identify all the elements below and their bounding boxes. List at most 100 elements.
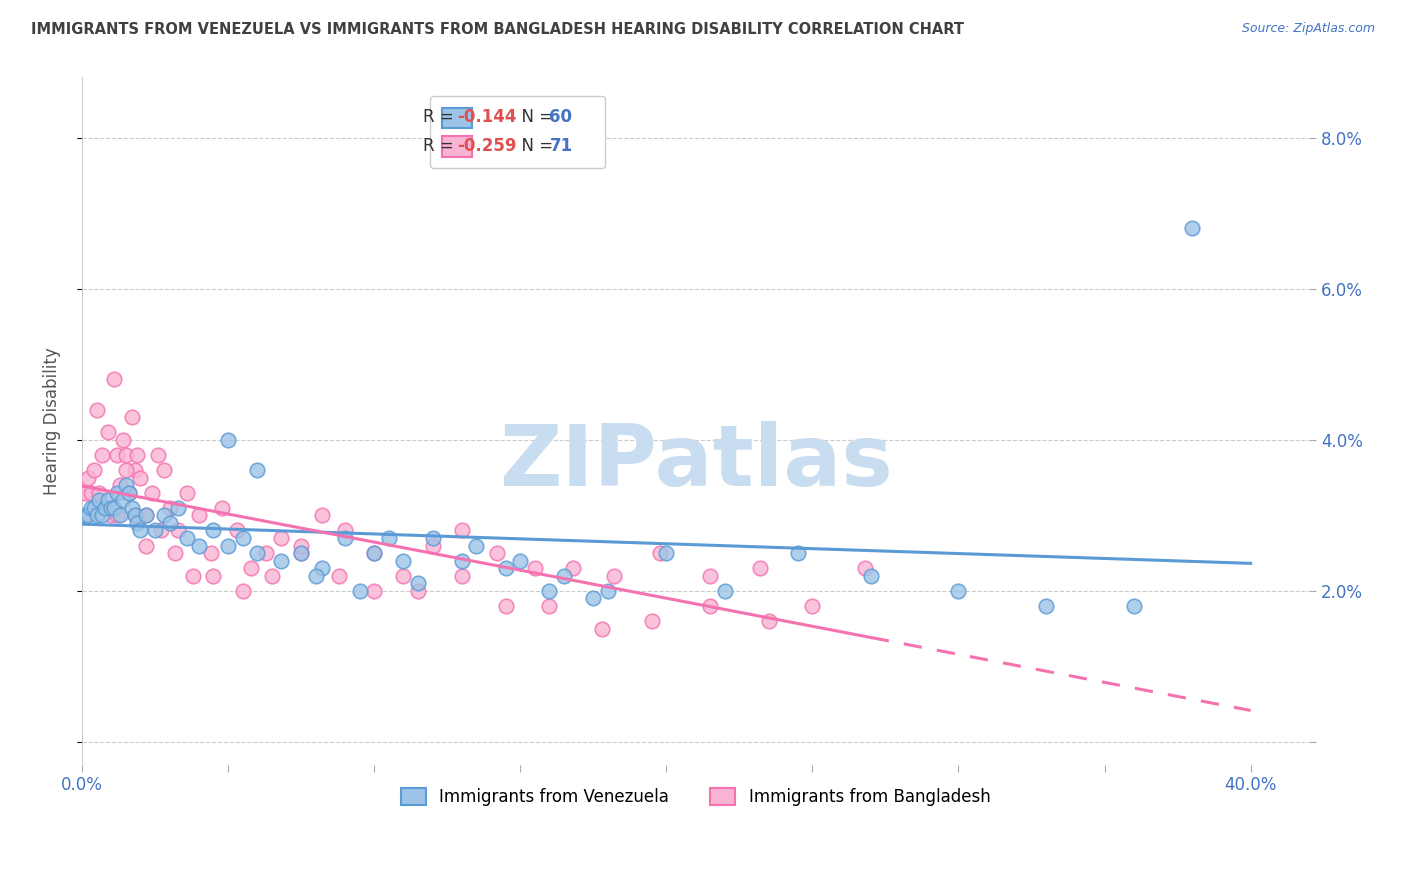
- Point: [89, 493, 111, 508]
- Text: IMMIGRANTS FROM VENEZUELA VS IMMIGRANTS FROM BANGLADESH HEARING DISABILITY CORRE: IMMIGRANTS FROM VENEZUELA VS IMMIGRANTS …: [31, 22, 965, 37]
- Point: [232, 583, 254, 598]
- Point: [495, 561, 517, 575]
- Point: [108, 478, 131, 492]
- Point: [91, 508, 114, 523]
- Point: [149, 524, 172, 538]
- Point: [97, 425, 120, 440]
- Point: [124, 463, 146, 477]
- Point: [159, 500, 181, 515]
- Point: [422, 539, 444, 553]
- Point: [582, 591, 605, 606]
- Point: [758, 614, 780, 628]
- Point: [311, 508, 333, 523]
- Point: [450, 568, 472, 582]
- Point: [260, 568, 283, 582]
- Point: [591, 622, 613, 636]
- Point: [270, 554, 292, 568]
- Point: [561, 561, 583, 575]
- Point: [165, 546, 187, 560]
- Point: [290, 546, 312, 560]
- Point: [713, 583, 735, 598]
- Point: [655, 546, 678, 560]
- Point: [73, 485, 96, 500]
- Point: [118, 485, 141, 500]
- Point: [650, 546, 672, 560]
- Point: [859, 568, 882, 582]
- Text: 71: 71: [550, 137, 572, 155]
- Point: [392, 568, 415, 582]
- Point: [538, 583, 561, 598]
- Point: [748, 561, 770, 575]
- Point: [73, 508, 96, 523]
- Point: [948, 583, 970, 598]
- Point: [450, 554, 472, 568]
- Point: [328, 568, 350, 582]
- Point: [114, 478, 136, 492]
- Point: [108, 508, 131, 523]
- Point: [80, 500, 103, 515]
- Point: [311, 561, 333, 575]
- Point: [114, 448, 136, 462]
- Point: [202, 524, 225, 538]
- Point: [152, 508, 174, 523]
- Point: [86, 508, 108, 523]
- Point: [290, 539, 312, 553]
- Point: [143, 524, 166, 538]
- Point: [406, 576, 429, 591]
- Point: [111, 493, 134, 508]
- Point: [127, 448, 149, 462]
- Point: [135, 508, 157, 523]
- Point: [363, 583, 385, 598]
- Point: [124, 508, 146, 523]
- Text: 60: 60: [550, 108, 572, 127]
- Point: [100, 508, 122, 523]
- Point: [786, 546, 808, 560]
- Point: [1122, 599, 1144, 613]
- Point: [187, 508, 209, 523]
- Point: [159, 516, 181, 530]
- Point: [167, 524, 190, 538]
- Point: [349, 583, 371, 598]
- Point: [290, 546, 312, 560]
- Point: [485, 546, 508, 560]
- Point: [91, 448, 114, 462]
- Point: [103, 372, 125, 386]
- Point: [392, 554, 415, 568]
- Text: N =: N =: [512, 108, 558, 127]
- Point: [127, 516, 149, 530]
- Point: [121, 500, 143, 515]
- Point: [129, 470, 152, 484]
- Point: [94, 500, 117, 515]
- Point: [422, 531, 444, 545]
- Point: [89, 485, 111, 500]
- Point: [305, 568, 328, 582]
- Text: ZIPatlas: ZIPatlas: [499, 421, 893, 504]
- Point: [105, 508, 128, 523]
- Point: [76, 470, 98, 484]
- Point: [146, 448, 169, 462]
- Point: [509, 554, 531, 568]
- Point: [181, 568, 204, 582]
- Point: [699, 599, 721, 613]
- Point: [217, 433, 239, 447]
- Point: [246, 546, 269, 560]
- Text: Source: ZipAtlas.com: Source: ZipAtlas.com: [1241, 22, 1375, 36]
- Point: [1035, 599, 1057, 613]
- Y-axis label: Hearing Disability: Hearing Disability: [44, 347, 60, 495]
- Point: [135, 508, 157, 523]
- Text: -0.259: -0.259: [457, 137, 517, 155]
- Legend: Immigrants from Venezuela, Immigrants from Bangladesh: Immigrants from Venezuela, Immigrants fr…: [392, 780, 998, 814]
- Point: [94, 500, 117, 515]
- Point: [246, 463, 269, 477]
- Point: [699, 568, 721, 582]
- Point: [217, 539, 239, 553]
- Point: [240, 561, 263, 575]
- Point: [118, 485, 141, 500]
- Text: R =: R =: [423, 137, 460, 155]
- Point: [363, 546, 385, 560]
- Point: [363, 546, 385, 560]
- Point: [406, 583, 429, 598]
- Point: [176, 485, 198, 500]
- Point: [83, 500, 105, 515]
- Text: -0.144: -0.144: [457, 108, 517, 127]
